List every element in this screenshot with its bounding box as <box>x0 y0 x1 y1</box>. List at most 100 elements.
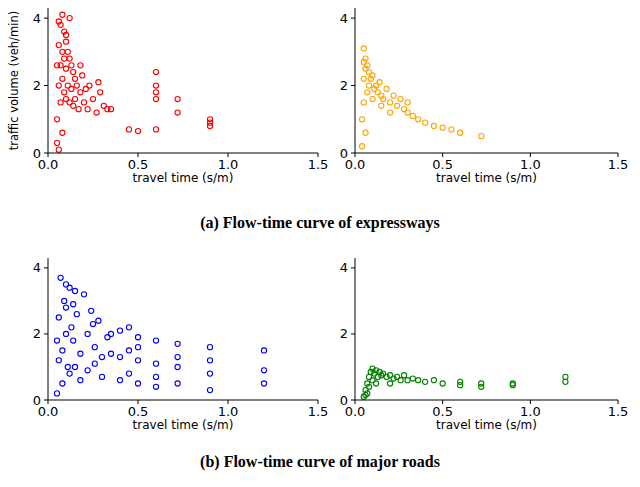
point <box>175 354 180 359</box>
point <box>62 56 67 61</box>
point <box>416 378 421 383</box>
point <box>175 96 180 101</box>
y-axis-line <box>48 258 49 400</box>
point <box>440 381 445 386</box>
point <box>373 381 378 386</box>
y-tick <box>351 267 355 268</box>
x-axis-label: travel time (s/m) <box>436 418 537 432</box>
y-axis-line <box>48 8 49 153</box>
point <box>126 371 131 376</box>
point <box>117 354 122 359</box>
point <box>387 381 392 386</box>
point <box>56 19 61 24</box>
point <box>90 96 95 101</box>
point <box>359 144 364 149</box>
point <box>359 117 364 122</box>
point <box>62 298 67 303</box>
point <box>117 328 122 333</box>
point <box>458 130 463 135</box>
y-tick-label: 0 <box>340 146 348 161</box>
x-axis-line <box>355 400 618 401</box>
point <box>63 305 68 310</box>
point <box>60 12 65 17</box>
point <box>72 288 77 293</box>
point <box>387 110 392 115</box>
y-tick <box>351 400 355 401</box>
caption: (a) Flow-time curve of expressways <box>200 214 440 232</box>
point <box>405 378 410 383</box>
x-axis-label: travel time (s/m) <box>133 171 234 185</box>
point <box>69 63 74 68</box>
x-tick-label: 0.5 <box>128 404 149 419</box>
x-tick-label: 1.0 <box>520 157 541 172</box>
y-tick-label: 0 <box>340 393 348 408</box>
point <box>366 83 371 88</box>
point <box>56 42 61 47</box>
x-tick-label: 1.0 <box>218 404 239 419</box>
point <box>108 351 113 356</box>
point <box>398 96 403 101</box>
point <box>71 338 76 343</box>
point <box>423 379 428 384</box>
points <box>361 366 568 399</box>
y-tick-label: 0 <box>33 393 41 408</box>
point <box>60 348 65 353</box>
point <box>405 110 410 115</box>
y-axis-label: traffic volume (veh/min) <box>7 11 21 150</box>
point <box>65 364 70 369</box>
point <box>361 46 366 51</box>
y-tick <box>44 18 48 19</box>
point <box>58 275 63 280</box>
y-tick-label: 4 <box>340 260 348 275</box>
y-tick <box>44 267 48 268</box>
point <box>54 140 59 145</box>
point <box>67 16 72 21</box>
point <box>78 90 83 95</box>
point <box>391 93 396 98</box>
point <box>58 100 63 105</box>
point <box>458 383 463 388</box>
point <box>363 66 368 71</box>
point <box>78 63 83 68</box>
point <box>63 282 68 287</box>
points <box>359 46 483 149</box>
point <box>65 49 70 54</box>
y-tick-label: 4 <box>33 11 41 26</box>
point <box>153 90 158 95</box>
point <box>54 391 59 396</box>
y-tick-label: 4 <box>340 11 348 26</box>
point <box>153 83 158 88</box>
panel: 0.00.51.01.5024travel time (s/m) <box>340 258 629 432</box>
point <box>479 134 484 139</box>
point <box>72 96 77 101</box>
point <box>261 381 266 386</box>
point <box>63 39 68 44</box>
point <box>63 32 68 37</box>
point <box>431 123 436 128</box>
x-tick-label: 1.0 <box>218 157 239 172</box>
point <box>63 66 68 71</box>
point <box>87 83 92 88</box>
point <box>379 103 384 108</box>
point <box>71 69 76 74</box>
point <box>431 378 436 383</box>
point <box>175 110 180 115</box>
point <box>98 90 103 95</box>
point <box>60 130 65 135</box>
point <box>108 107 113 112</box>
point <box>85 107 90 112</box>
point <box>99 374 104 379</box>
x-tick-label: 1.5 <box>308 157 329 172</box>
y-axis-line <box>355 258 356 400</box>
y-tick-label: 0 <box>33 146 41 161</box>
point <box>416 117 421 122</box>
point <box>153 384 158 389</box>
point <box>207 387 212 392</box>
point <box>62 90 67 95</box>
point <box>78 351 83 356</box>
point <box>370 96 375 101</box>
point <box>207 358 212 363</box>
point <box>80 73 85 78</box>
point <box>153 338 158 343</box>
y-tick-label: 2 <box>33 326 41 341</box>
